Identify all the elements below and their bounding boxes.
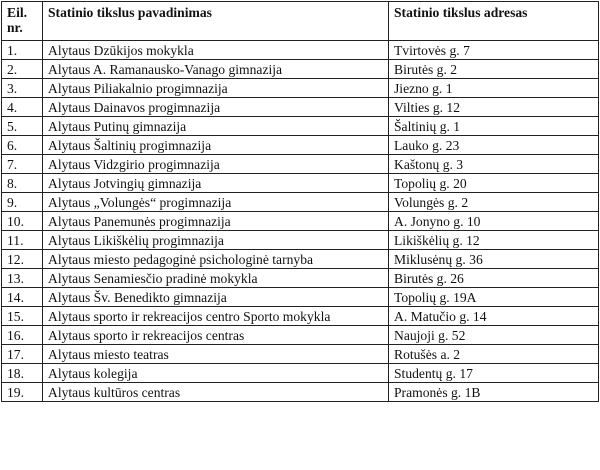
header-number: Eil. nr.	[1, 1, 43, 41]
cell-number: 19.	[1, 382, 43, 402]
table-row: 14. Alytaus Šv. Benedikto gimnazija Topo…	[1, 287, 599, 307]
cell-address: Miklusėnų g. 36	[388, 249, 599, 269]
cell-number: 13.	[1, 268, 43, 288]
cell-address: Topolių g. 20	[388, 173, 599, 193]
cell-name: Alytaus Likiškėlių progimnazija	[42, 230, 389, 250]
cell-number: 6.	[1, 135, 43, 155]
cell-name: Alytaus kolegija	[42, 363, 389, 383]
cell-address: Likiškėlių g. 12	[388, 230, 599, 250]
cell-name: Alytaus sporto ir rekreacijos centras	[42, 325, 389, 345]
cell-address: A. Jonyno g. 10	[388, 211, 599, 231]
cell-number: 18.	[1, 363, 43, 383]
cell-name: Alytaus miesto pedagoginė psichologinė t…	[42, 249, 389, 269]
table-row: 17. Alytaus miesto teatras Rotušės a. 2	[1, 344, 599, 364]
cell-address: Birutės g. 2	[388, 59, 599, 79]
cell-name: Alytaus „Volungės“ progimnazija	[42, 192, 389, 212]
cell-address: Kaštonų g. 3	[388, 154, 599, 174]
cell-number: 5.	[1, 116, 43, 136]
table-row: 12. Alytaus miesto pedagoginė psichologi…	[1, 249, 599, 269]
cell-name: Alytaus Dainavos progimnazija	[42, 97, 389, 117]
table-header-row: Eil. nr. Statinio tikslus pavadinimas St…	[1, 1, 599, 41]
table-row: 16. Alytaus sporto ir rekreacijos centra…	[1, 325, 599, 345]
cell-address: Rotušės a. 2	[388, 344, 599, 364]
cell-name: Alytaus sporto ir rekreacijos centro Spo…	[42, 306, 389, 326]
table-row: 10. Alytaus Panemunės progimnazija A. Jo…	[1, 211, 599, 231]
cell-address: Pramonės g. 1B	[388, 382, 599, 402]
table-row: 9. Alytaus „Volungės“ progimnazija Volun…	[1, 192, 599, 212]
cell-address: Jiezno g. 1	[388, 78, 599, 98]
table-row: 1. Alytaus Dzūkijos mokykla Tvirtovės g.…	[1, 40, 599, 60]
table-row: 6. Alytaus Šaltinių progimnazija Lauko g…	[1, 135, 599, 155]
cell-address: Volungės g. 2	[388, 192, 599, 212]
cell-name: Alytaus kultūros centras	[42, 382, 389, 402]
cell-address: Naujoji g. 52	[388, 325, 599, 345]
cell-number: 17.	[1, 344, 43, 364]
cell-number: 3.	[1, 78, 43, 98]
cell-name: Alytaus Dzūkijos mokykla	[42, 40, 389, 60]
cell-name: Alytaus miesto teatras	[42, 344, 389, 364]
cell-number: 16.	[1, 325, 43, 345]
table-row: 19. Alytaus kultūros centras Pramonės g.…	[1, 382, 599, 402]
cell-name: Alytaus Panemunės progimnazija	[42, 211, 389, 231]
table-row: 2. Alytaus A. Ramanausko-Vanago gimnazij…	[1, 59, 599, 79]
cell-number: 11.	[1, 230, 43, 250]
cell-name: Alytaus Senamiesčio pradinė mokykla	[42, 268, 389, 288]
cell-number: 12.	[1, 249, 43, 269]
header-building-address: Statinio tikslus adresas	[388, 1, 599, 41]
table-row: 4. Alytaus Dainavos progimnazija Vilties…	[1, 97, 599, 117]
table-row: 18. Alytaus kolegija Studentų g. 17	[1, 363, 599, 383]
table-row: 3. Alytaus Piliakalnio progimnazija Jiez…	[1, 78, 599, 98]
cell-name: Alytaus A. Ramanausko-Vanago gimnazija	[42, 59, 389, 79]
cell-address: Birutės g. 26	[388, 268, 599, 288]
cell-address: Studentų g. 17	[388, 363, 599, 383]
cell-number: 4.	[1, 97, 43, 117]
cell-name: Alytaus Vidzgirio progimnazija	[42, 154, 389, 174]
cell-address: Lauko g. 23	[388, 135, 599, 155]
buildings-table: Eil. nr. Statinio tikslus pavadinimas St…	[1, 1, 599, 402]
table-row: 11. Alytaus Likiškėlių progimnazija Liki…	[1, 230, 599, 250]
cell-address: Šaltinių g. 1	[388, 116, 599, 136]
table-row: 15. Alytaus sporto ir rekreacijos centro…	[1, 306, 599, 326]
cell-name: Alytaus Šv. Benedikto gimnazija	[42, 287, 389, 307]
cell-address: Tvirtovės g. 7	[388, 40, 599, 60]
cell-number: 8.	[1, 173, 43, 193]
cell-number: 10.	[1, 211, 43, 231]
cell-number: 2.	[1, 59, 43, 79]
table-row: 13. Alytaus Senamiesčio pradinė mokykla …	[1, 268, 599, 288]
header-building-name: Statinio tikslus pavadinimas	[42, 1, 389, 41]
table-row: 8. Alytaus Jotvingių gimnazija Topolių g…	[1, 173, 599, 193]
cell-number: 9.	[1, 192, 43, 212]
cell-address: Vilties g. 12	[388, 97, 599, 117]
table-row: 5. Alytaus Putinų gimnazija Šaltinių g. …	[1, 116, 599, 136]
cell-number: 14.	[1, 287, 43, 307]
cell-address: Topolių g. 19A	[388, 287, 599, 307]
cell-name: Alytaus Piliakalnio progimnazija	[42, 78, 389, 98]
cell-number: 15.	[1, 306, 43, 326]
cell-number: 7.	[1, 154, 43, 174]
cell-number: 1.	[1, 40, 43, 60]
cell-name: Alytaus Putinų gimnazija	[42, 116, 389, 136]
cell-address: A. Matučio g. 14	[388, 306, 599, 326]
cell-name: Alytaus Šaltinių progimnazija	[42, 135, 389, 155]
table-row: 7. Alytaus Vidzgirio progimnazija Kašton…	[1, 154, 599, 174]
cell-name: Alytaus Jotvingių gimnazija	[42, 173, 389, 193]
